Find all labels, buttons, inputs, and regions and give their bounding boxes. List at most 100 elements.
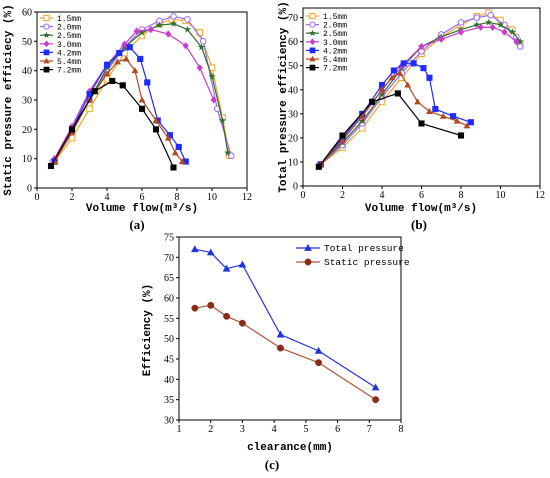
y-tick-label: 0 xyxy=(27,184,32,195)
y-tick-label: 35 xyxy=(164,395,174,406)
x-tick-label: 0 xyxy=(301,190,306,201)
data-point xyxy=(508,28,516,36)
legend-label: 4.2mm xyxy=(323,47,347,56)
y-tick-label: 60 xyxy=(288,37,298,48)
x-tick-label: 6 xyxy=(335,424,340,435)
legend-marker xyxy=(309,38,316,46)
data-point xyxy=(199,38,207,45)
legend-entry-7-2mm: 7.2mm xyxy=(306,65,347,74)
legend-entry-2-5mm: 2.5mm xyxy=(40,31,81,41)
data-point xyxy=(170,164,177,171)
data-point xyxy=(390,67,397,74)
data-point xyxy=(473,21,481,28)
y-tick-label: 50 xyxy=(288,61,298,72)
legend-marker xyxy=(43,57,50,64)
x-tick-label: 2 xyxy=(340,190,345,201)
chart-panel-b: 0 2 4 6 8 10 12 0 10 20 30 40 50 60 70 1.5mm2.0mm2.5mm3… xyxy=(278,1,545,232)
data-point xyxy=(388,74,396,81)
legend-marker xyxy=(43,66,50,73)
data-point xyxy=(152,117,160,124)
y-tick-label: 20 xyxy=(288,133,298,144)
series-static-pressure xyxy=(191,301,380,404)
y-tick-label: 30 xyxy=(288,109,298,120)
series-5-4mm xyxy=(317,69,471,167)
x-tick-label: 2 xyxy=(70,192,75,203)
data-point xyxy=(400,60,407,67)
series-line-total-pressure xyxy=(194,248,376,388)
data-point xyxy=(339,132,346,139)
series-line-2-0mm xyxy=(320,14,521,165)
legend-label: 3.0mm xyxy=(323,39,347,48)
x-tick-label: 6 xyxy=(419,190,424,201)
x-axis-title: clearance(mm) xyxy=(247,442,333,454)
data-point xyxy=(439,112,447,119)
data-point xyxy=(133,27,140,35)
data-point xyxy=(164,134,172,141)
data-point xyxy=(516,37,524,45)
y-tick-label: 10 xyxy=(288,157,298,168)
data-point xyxy=(116,50,123,57)
data-point xyxy=(394,90,401,97)
legend-marker xyxy=(304,258,312,266)
y-tick-label: 55 xyxy=(164,314,174,325)
data-point xyxy=(358,112,366,119)
y-tick-label: 40 xyxy=(164,375,174,386)
data-point xyxy=(126,44,133,51)
y-axis-title: Total pressure efficiency (%) xyxy=(278,1,290,192)
data-point xyxy=(68,126,76,133)
data-point xyxy=(496,21,505,28)
data-point xyxy=(223,312,231,320)
legend-label: 3.0mm xyxy=(57,41,81,50)
legend-label: 7.2mm xyxy=(57,67,81,76)
chart-panel-a: 0 2 4 6 8 10 12 0 10 20 30 40 50 60 1.5mm2.0mm2.5mm3.0… xyxy=(3,4,252,232)
data-point xyxy=(238,319,246,327)
data-point xyxy=(109,77,116,84)
x-axis-title: Volume flow(m³/s) xyxy=(365,203,477,215)
data-point xyxy=(119,82,126,89)
legend-label: 2.0mm xyxy=(57,24,81,33)
y-tick-label: 45 xyxy=(164,355,174,366)
data-point xyxy=(276,330,285,338)
y-tick-label: 65 xyxy=(164,273,174,284)
panel-label: (b) xyxy=(411,217,427,232)
legend-entry-2-0mm: 2.0mm xyxy=(40,23,81,33)
legend-entry-3-0mm: 3.0mm xyxy=(40,40,81,50)
legend-entry-3-0mm: 3.0mm xyxy=(306,38,347,48)
legend-label: Total pressure xyxy=(324,243,404,254)
data-point xyxy=(210,96,217,104)
x-tick-label: 6 xyxy=(140,192,145,203)
data-point xyxy=(184,16,191,23)
x-tick-label: 8 xyxy=(175,192,180,203)
legend-entry-1-5mm: 1.5mm xyxy=(306,12,347,22)
x-tick-label: 0 xyxy=(35,192,40,203)
data-point xyxy=(224,149,232,156)
data-point xyxy=(182,42,189,50)
y-tick-label: 30 xyxy=(22,96,32,107)
y-tick-label: 70 xyxy=(164,253,174,264)
legend-entry-2-5mm: 2.5mm xyxy=(306,29,347,39)
data-point xyxy=(314,346,323,354)
data-point xyxy=(369,98,376,105)
data-point xyxy=(477,23,484,31)
data-point xyxy=(453,117,461,124)
data-point xyxy=(138,96,146,103)
data-point xyxy=(47,162,55,170)
data-point xyxy=(86,105,93,113)
data-point xyxy=(171,149,179,156)
legend-label: 5.4mm xyxy=(57,58,81,67)
data-point xyxy=(315,163,322,170)
legend-marker xyxy=(309,21,316,28)
legend-label: 2.5mm xyxy=(57,32,81,41)
legend-entry-5-4mm: 5.4mm xyxy=(306,55,347,65)
legend-label: 4.2mm xyxy=(57,49,81,58)
legend-label: 7.2mm xyxy=(323,65,347,74)
data-point xyxy=(438,35,445,43)
data-point xyxy=(165,30,172,38)
data-point xyxy=(227,152,235,160)
panel-label: (c) xyxy=(265,457,279,472)
panel-label: (a) xyxy=(129,217,144,232)
legend-entry-5-4mm: 5.4mm xyxy=(40,57,81,67)
y-tick-label: 20 xyxy=(22,125,32,136)
